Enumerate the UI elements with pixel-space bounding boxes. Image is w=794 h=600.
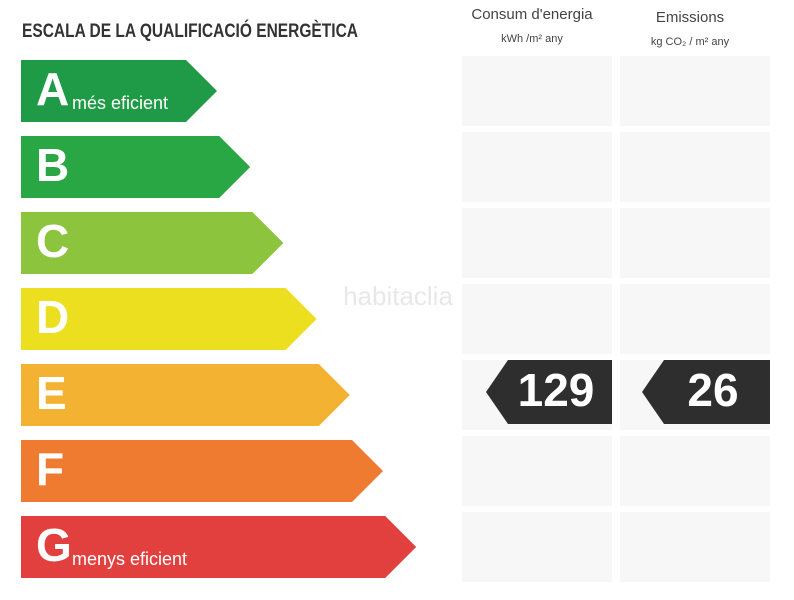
cell — [620, 436, 770, 506]
class-arrow — [21, 516, 417, 578]
class-letter: C — [36, 215, 69, 267]
cell — [620, 56, 770, 126]
column-title: Consum d'energia — [471, 6, 593, 23]
cell — [620, 284, 770, 354]
cell — [462, 132, 612, 202]
class-label: menys eficient — [72, 549, 187, 569]
cell — [462, 284, 612, 354]
class-label: més eficient — [72, 93, 168, 113]
value-text: 26 — [687, 364, 738, 416]
class-arrow — [21, 364, 350, 426]
class-letter: A — [36, 63, 69, 115]
class-arrow — [21, 60, 217, 122]
cell — [462, 436, 612, 506]
class-letter: E — [36, 367, 67, 419]
cell — [620, 208, 770, 278]
class-letter: F — [36, 443, 64, 495]
title: ESCALA DE LA QUALIFICACIÓ ENERGÈTICA — [22, 20, 358, 42]
cell — [462, 512, 612, 582]
watermark: habitaclia — [343, 281, 453, 311]
class-arrow — [21, 136, 251, 198]
class-arrow — [21, 288, 317, 350]
class-letter: B — [36, 139, 69, 191]
column-unit: kWh /m² any — [501, 33, 563, 45]
column-unit: kg CO₂ / m² any — [651, 36, 730, 48]
class-arrow — [21, 440, 383, 502]
value-tag — [642, 360, 770, 424]
value-tag — [486, 360, 612, 424]
class-arrow — [21, 212, 284, 274]
cell — [462, 208, 612, 278]
cell — [462, 56, 612, 126]
cell — [620, 512, 770, 582]
cell — [620, 132, 770, 202]
column-title: Emissions — [656, 9, 724, 26]
class-letter: G — [36, 519, 72, 571]
value-text: 129 — [518, 364, 595, 416]
class-letter: D — [36, 291, 69, 343]
